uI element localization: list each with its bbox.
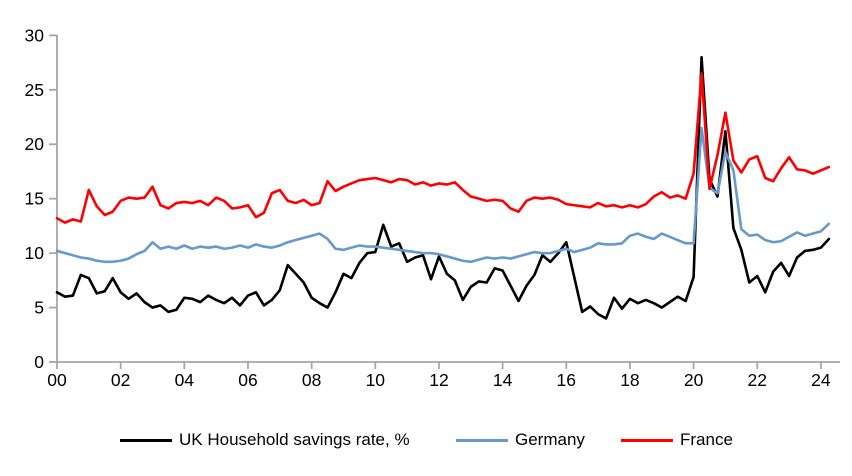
legend-label-uk: UK Household savings rate, %	[179, 430, 410, 449]
series-line-france	[55, 72, 831, 224]
series-line-germany	[55, 126, 831, 264]
x-tick-label: 06	[238, 370, 257, 390]
y-tick-label: 10	[25, 243, 45, 263]
x-tick-label: 14	[493, 370, 513, 390]
x-tick-label: 04	[175, 370, 195, 390]
series-line-uk	[55, 55, 831, 320]
x-tick-label: 02	[111, 370, 130, 390]
legend-item-germany: Germany	[456, 427, 585, 453]
y-tick-label: 15	[25, 189, 44, 209]
x-tick-label: 16	[557, 370, 576, 390]
y-tick-label: 30	[25, 25, 45, 45]
legend-label-germany: Germany	[515, 430, 585, 449]
x-tick-label: 20	[684, 370, 704, 390]
x-tick-label: 18	[620, 370, 639, 390]
legend-item-france: France	[621, 427, 733, 453]
x-tick-label: 22	[748, 370, 767, 390]
y-tick-label: 0	[34, 352, 44, 372]
y-tick-label: 20	[25, 134, 45, 154]
uk-line-swatch	[120, 438, 172, 442]
legend-label-france: France	[680, 430, 733, 449]
y-tick-label: 5	[34, 298, 44, 318]
x-tick-label: 00	[47, 370, 67, 390]
germany-line-swatch	[456, 438, 508, 442]
france-line-swatch	[621, 438, 673, 442]
x-tick-label: 24	[811, 370, 831, 390]
x-tick-label: 10	[366, 370, 386, 390]
x-tick-label: 08	[302, 370, 321, 390]
legend-item-uk: UK Household savings rate, %	[120, 427, 410, 453]
x-tick-label: 12	[429, 370, 448, 390]
legend: UK Household savings rate, % Germany Fra…	[0, 427, 852, 453]
y-tick-label: 25	[25, 80, 44, 100]
